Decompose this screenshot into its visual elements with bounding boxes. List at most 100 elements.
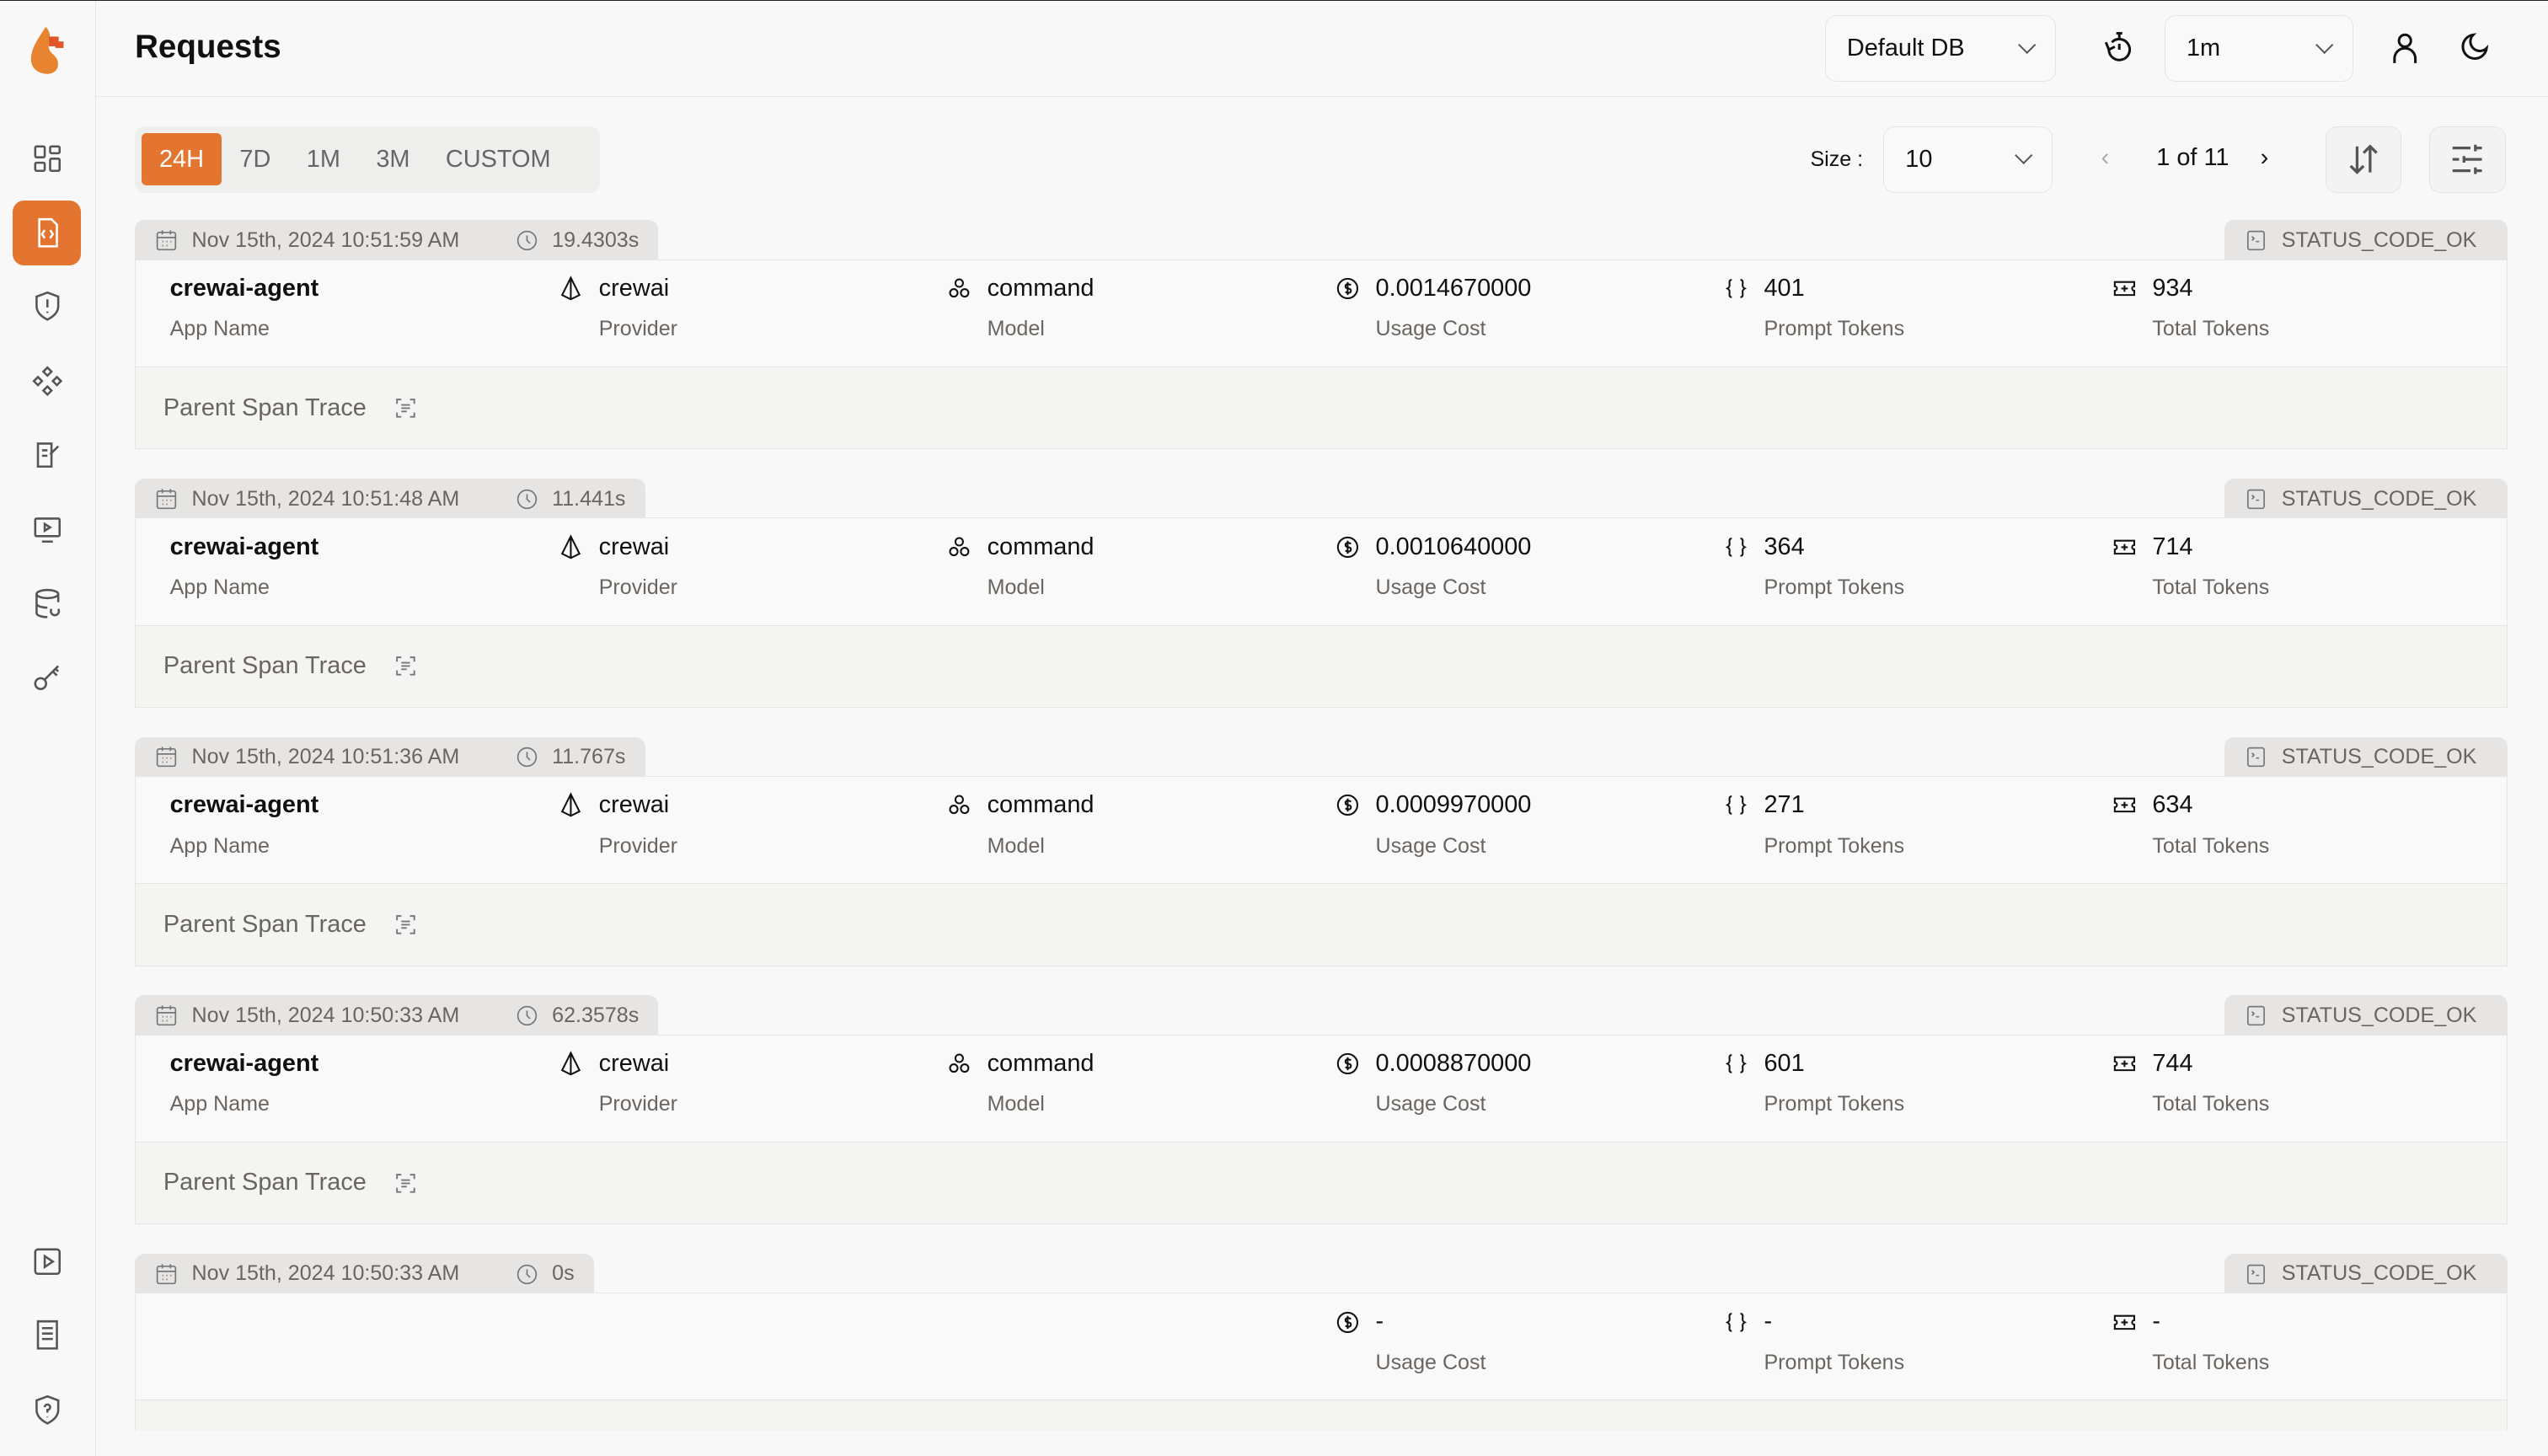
provider-icon (561, 792, 581, 817)
prompt-tokens-value: 401 (1764, 274, 1805, 302)
status-code: STATUS_CODE_OK (2281, 745, 2477, 769)
model-field (946, 1293, 1335, 1400)
prompt-tokens-field: 271 Prompt Tokens (1723, 777, 2112, 883)
model-field: command Model (946, 1036, 1335, 1142)
docs-icon (36, 1320, 58, 1350)
sidebar-item-requests[interactable] (13, 201, 82, 266)
sidebar-item-play[interactable] (13, 1229, 81, 1294)
cost-field: - Usage Cost (1335, 1293, 1723, 1400)
chevron-down-icon (2015, 147, 2033, 166)
status-badge: STATUS_CODE_OK (2224, 220, 2508, 261)
range-tab-7d[interactable]: 7D (239, 145, 271, 173)
scan-trace-icon[interactable] (393, 1428, 419, 1431)
parent-span-trace[interactable]: Parent Span Trace (136, 625, 2507, 707)
terminal-icon (2247, 1264, 2266, 1284)
parent-span-trace[interactable]: Parent Span Trace (136, 1400, 2507, 1432)
database-select-value: Default DB (1846, 35, 1965, 62)
provider-icon (561, 533, 581, 559)
model-value: command (987, 533, 1095, 560)
ticket-icon (2113, 1056, 2136, 1072)
page-size-value: 10 (1905, 145, 1933, 173)
prompt-tokens-value: 364 (1764, 533, 1805, 560)
sidebar-item-openground[interactable] (13, 571, 81, 636)
range-tab-24h[interactable]: 24H (141, 133, 222, 185)
sort-button[interactable] (2325, 126, 2402, 193)
terminal-icon (2247, 230, 2266, 251)
request-card[interactable]: Nov 15th, 2024 10:51:48 AM 11.441s STATUS… (135, 478, 2508, 708)
app-label: App Name (169, 317, 270, 341)
cost-value: 0.0010640000 (1375, 533, 1532, 560)
model-value: command (987, 274, 1095, 302)
scan-trace-icon[interactable] (393, 395, 419, 421)
sidebar-item-dashboard[interactable] (13, 126, 81, 191)
request-duration: 11.767s (552, 745, 626, 769)
calendar-icon (156, 1005, 177, 1026)
sidebar-item-exceptions[interactable] (13, 274, 81, 339)
request-details-row: crewai-agent App Name crewai Provider comm… (136, 260, 2507, 367)
cost-icon (1337, 1311, 1359, 1333)
sidebar-item-database[interactable] (13, 645, 81, 709)
chevron-down-icon (2017, 36, 2037, 55)
total-tokens-field: 714 Total Tokens (2112, 518, 2500, 624)
sidebar-item-evaluations[interactable] (13, 422, 81, 487)
prompt-tokens-field: 401 Prompt Tokens (1723, 260, 2112, 367)
total-tokens-field: - Total Tokens (2112, 1293, 2500, 1400)
parent-span-trace[interactable]: Parent Span Trace (136, 1142, 2507, 1224)
sidebar-item-vault[interactable] (13, 496, 81, 561)
evaluations-icon (36, 442, 59, 468)
request-card[interactable]: Nov 15th, 2024 10:50:33 AM 62.3578s STATU… (135, 995, 2508, 1225)
ticket-icon (2113, 797, 2136, 813)
sidebar-item-docs[interactable] (13, 1303, 81, 1368)
request-card[interactable]: Nov 15th, 2024 10:51:36 AM 11.767s STATUS… (135, 736, 2508, 966)
status-code: STATUS_CODE_OK (2281, 228, 2477, 252)
sidebar-item-security[interactable] (13, 1378, 81, 1443)
cost-field: 0.0010640000 Usage Cost (1335, 518, 1723, 624)
cost-value: 0.0009970000 (1375, 791, 1532, 819)
next-page-button[interactable]: › (2260, 143, 2269, 171)
range-tab-3m[interactable]: 3M (376, 145, 410, 173)
page-size-select[interactable]: 10 (1883, 126, 2053, 193)
refresh-interval-select[interactable]: 1m (2164, 15, 2353, 83)
range-tab-custom[interactable]: CUSTOM (445, 145, 551, 173)
user-icon[interactable] (2387, 30, 2422, 66)
request-card[interactable]: Nov 15th, 2024 10:51:59 AM 19.4303s STATU… (135, 220, 2508, 450)
ticket-icon (2113, 539, 2136, 554)
model-label: Model (987, 833, 1045, 858)
scan-trace-icon[interactable] (393, 1170, 419, 1196)
prompt-tokens-label: Prompt Tokens (1764, 317, 1905, 341)
sliders-icon (2453, 144, 2482, 174)
status-badge: STATUS_CODE_OK (2224, 995, 2508, 1036)
status-code: STATUS_CODE_OK (2281, 486, 2477, 511)
request-timestamp-tab: Nov 15th, 2024 10:51:48 AM 11.441s (135, 478, 645, 520)
model-label: Model (987, 317, 1045, 341)
parent-span-trace[interactable]: Parent Span Trace (136, 367, 2507, 449)
provider-icon (561, 1051, 581, 1076)
dark-mode-moon-icon[interactable] (2455, 30, 2491, 66)
scan-trace-icon[interactable] (393, 912, 419, 938)
cost-icon (1337, 277, 1359, 300)
previous-page-button[interactable]: ‹ (2101, 143, 2110, 171)
provider-field (558, 1293, 946, 1400)
page-indicator: 1 of 11 (2156, 143, 2230, 171)
total-tokens-field: 934 Total Tokens (2112, 260, 2500, 367)
sidebar-item-prompt-hub[interactable] (13, 349, 81, 414)
status-badge: STATUS_CODE_OK (2224, 1253, 2508, 1295)
scan-trace-icon[interactable] (393, 653, 419, 679)
openlit-logo[interactable] (28, 24, 70, 83)
provider-value: crewai (598, 1049, 670, 1077)
range-tab-1m[interactable]: 1M (306, 145, 340, 173)
parent-span-trace[interactable]: Parent Span Trace (136, 884, 2507, 966)
database-select[interactable]: Default DB (1824, 15, 2056, 83)
terminal-icon (2247, 489, 2266, 509)
provider-field: crewai Provider (558, 1036, 946, 1142)
cost-label: Usage Cost (1375, 833, 1486, 858)
status-code: STATUS_CODE_OK (2281, 1003, 2477, 1027)
provider-label: Provider (598, 317, 678, 341)
request-card[interactable]: Nov 15th, 2024 10:50:33 AM 0s STATUS_CODE… (135, 1253, 2508, 1432)
refresh-timer-icon[interactable] (2101, 30, 2137, 66)
request-time: Nov 15th, 2024 10:51:59 AM (191, 228, 460, 252)
play-icon (34, 1248, 61, 1276)
filter-settings-button[interactable] (2429, 126, 2506, 193)
provider-field: crewai Provider (558, 518, 946, 624)
cost-label: Usage Cost (1375, 1350, 1486, 1374)
